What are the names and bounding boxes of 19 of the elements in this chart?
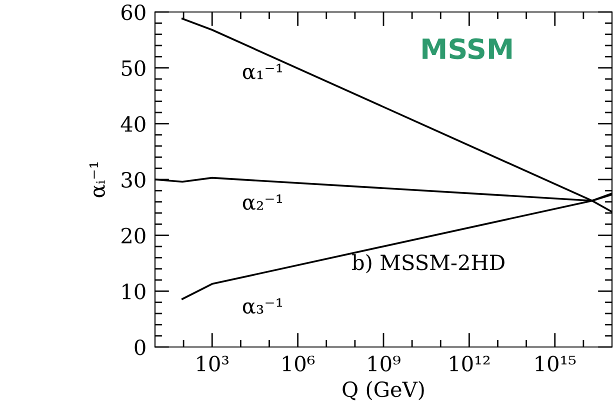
annotation: α₂⁻¹ (242, 194, 282, 210)
annotation: α₃⁻¹ (242, 298, 282, 314)
y-tick-label: 40 (120, 116, 146, 132)
annotation: b) MSSM-2HD (352, 254, 504, 274)
annotation: α₁⁻¹ (242, 64, 282, 80)
x-tick-label: 10⁶ (282, 356, 315, 372)
y-tick-label: 60 (122, 4, 146, 20)
x-tick-label: 10³ (197, 356, 228, 372)
x-tick-label: 10⁹ (368, 356, 400, 372)
y-tick-label: 20 (122, 228, 146, 244)
y-tick-label: 10 (122, 284, 146, 300)
y-tick-label: 0 (134, 339, 146, 356)
y-tick-label: 30 (122, 172, 146, 188)
y-axis-title: αᵢ⁻¹ (89, 162, 105, 198)
annotation: MSSM (422, 38, 512, 60)
x-axis-title: Q (GeV) (342, 381, 424, 400)
x-tick-label: 10¹⁵ (536, 356, 576, 372)
y-tick-label: 50 (122, 60, 146, 76)
x-tick-label: 10¹² (450, 356, 490, 372)
